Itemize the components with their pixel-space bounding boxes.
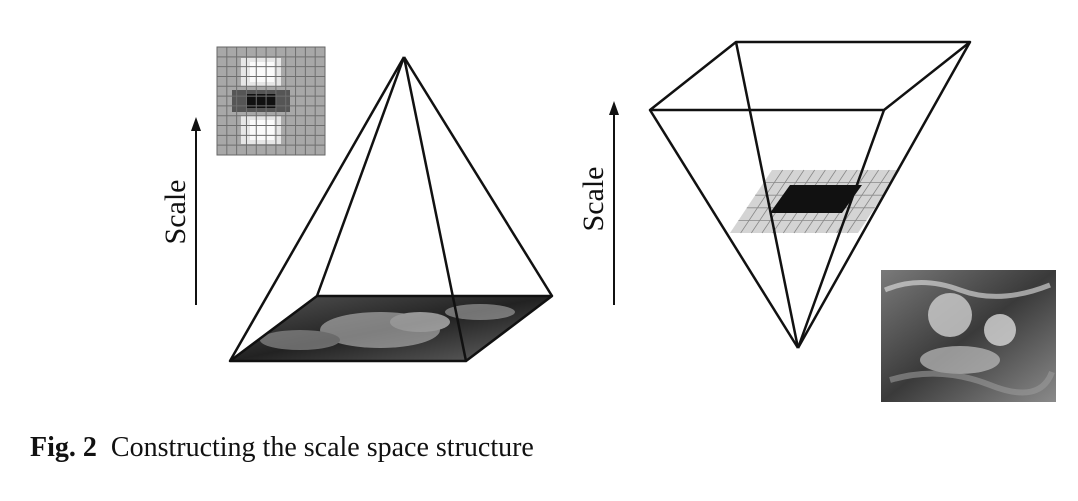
left-scale-label: Scale [159, 179, 192, 245]
input-image [881, 270, 1056, 402]
filter-kernel-image [216, 46, 326, 156]
left-scale-arrow [191, 117, 201, 305]
figure-number: Fig. 2 [30, 432, 97, 463]
figure-caption: Fig. 2 Constructing the scale space struc… [30, 432, 534, 464]
caption-text: Constructing the scale space structure [110, 432, 534, 463]
filter-plane [730, 169, 900, 234]
right-scale-arrow [609, 101, 619, 305]
right-inverted-pyramid [648, 40, 972, 349]
scale-space-figure [191, 40, 1056, 402]
left-pyramid [228, 56, 554, 363]
right-scale-label: Scale [577, 166, 610, 232]
